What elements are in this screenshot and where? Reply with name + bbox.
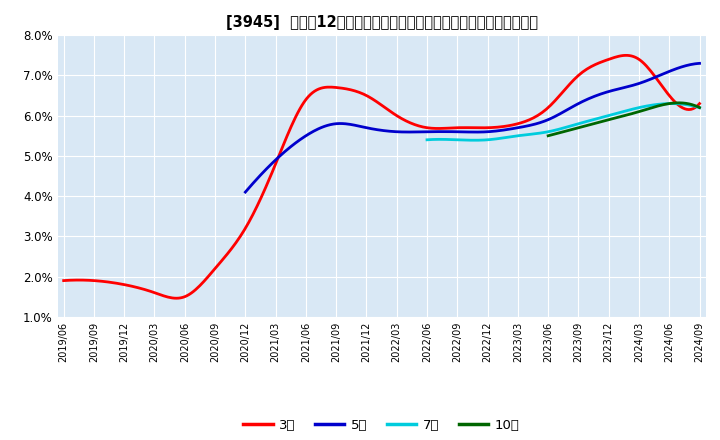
5年 — [511, 125, 520, 131]
Line: 3年: 3年 — [63, 55, 700, 298]
7年 — [672, 101, 680, 106]
3年 — [61, 278, 70, 283]
3年 — [598, 59, 606, 65]
Line: 5年: 5年 — [246, 63, 700, 192]
3年 — [438, 126, 446, 131]
7年 — [590, 117, 599, 122]
Line: 10年: 10年 — [548, 103, 700, 136]
7年 — [667, 101, 675, 106]
7年 — [423, 137, 431, 143]
3年 — [172, 296, 181, 301]
Legend: 3年, 5年, 7年, 10年: 3年, 5年, 7年, 10年 — [238, 414, 525, 437]
5年 — [519, 124, 528, 129]
7年 — [423, 137, 432, 143]
5年 — [696, 61, 704, 66]
10年 — [634, 110, 642, 115]
5年 — [243, 188, 251, 193]
7年 — [470, 138, 479, 143]
5年 — [241, 190, 250, 195]
10年 — [672, 100, 680, 106]
7年 — [653, 102, 662, 107]
7年 — [696, 105, 704, 110]
Line: 7年: 7年 — [427, 103, 700, 140]
10年 — [544, 133, 553, 138]
3年 — [696, 101, 704, 106]
10年 — [682, 101, 690, 106]
10年 — [696, 105, 704, 110]
10年 — [636, 108, 645, 114]
10年 — [675, 100, 683, 106]
10年 — [544, 133, 552, 139]
3年 — [621, 53, 629, 58]
3年 — [640, 61, 649, 66]
5年 — [624, 84, 632, 89]
3年 — [440, 126, 449, 131]
7年 — [585, 118, 593, 123]
Title: [3945]  売上高12か月移動合計の対前年同期増減率の標準偏差の推移: [3945] 売上高12か月移動合計の対前年同期増減率の標準偏差の推移 — [225, 15, 538, 30]
3年 — [451, 125, 459, 130]
7年 — [586, 118, 595, 123]
5年 — [510, 126, 518, 131]
3年 — [59, 278, 68, 283]
10年 — [634, 109, 642, 114]
5年 — [653, 74, 662, 79]
